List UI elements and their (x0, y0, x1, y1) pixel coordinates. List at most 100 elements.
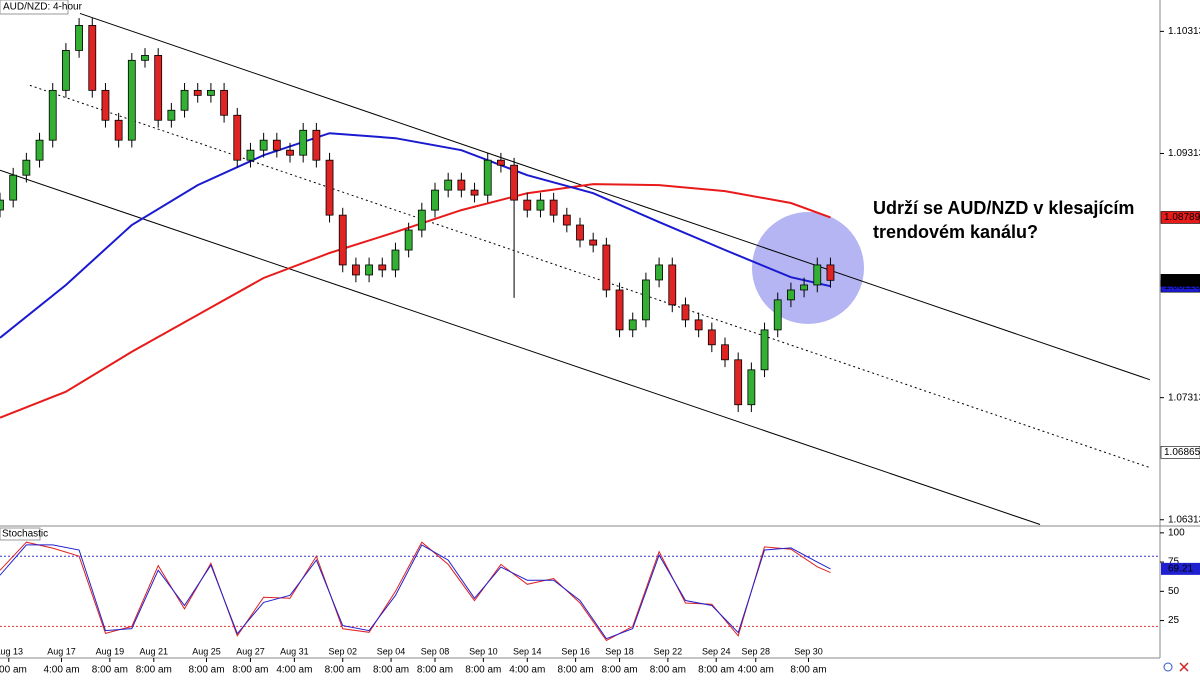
candle-body (602, 244, 611, 291)
candle-body (826, 264, 835, 281)
candle-body (75, 24, 83, 51)
candle-body (365, 264, 373, 276)
candle-body (655, 264, 663, 281)
x-tick-label-time: 4:00 am (43, 665, 79, 675)
candle-body (180, 89, 189, 111)
candle-body (127, 59, 136, 141)
y-tick-label: 1.07313 (1168, 392, 1200, 403)
chart-title: AUD/NZD: 4-hour (3, 2, 83, 13)
x-tick-label-time: 8:00 am (698, 665, 734, 675)
candle-body (114, 119, 123, 141)
candle-body (431, 189, 439, 211)
candle-body (562, 214, 571, 226)
candle-body (734, 359, 743, 406)
annotation: Udrží se AUD/NZD v klesajícím trendovém … (873, 198, 1135, 242)
candle-body (338, 214, 347, 266)
moving-average (0, 183, 831, 419)
candle-body (352, 264, 360, 276)
icon[interactable] (1163, 662, 1173, 672)
candle-body (549, 199, 558, 216)
stoch-title-box (0, 527, 41, 541)
candle-body (510, 164, 518, 201)
candle-body (470, 189, 479, 196)
y-tick-label: 1.10313 (1168, 26, 1200, 37)
x-tick-label: Sep 02 (328, 646, 357, 656)
x-tick-label-time: 8:00 am (417, 665, 453, 675)
x-tick-label-time: 8:00 am (650, 665, 686, 675)
x-tick-label: Aug 25 (192, 646, 221, 656)
icon[interactable] (1179, 662, 1189, 672)
candle-body (9, 174, 18, 201)
candle-body (101, 89, 110, 121)
y-tick-label: 1.06313 (1168, 514, 1200, 525)
candle-body (483, 159, 492, 196)
x-tick-label: Aug 27 (236, 646, 265, 656)
candle-body (207, 89, 215, 96)
value-box-label: 69.21 (1168, 564, 1193, 575)
price-label-box (1160, 274, 1200, 287)
candle-body (35, 139, 44, 161)
candle-body (193, 89, 202, 96)
candle-body (773, 299, 782, 331)
x-tick-label: Aug 31 (280, 646, 309, 656)
candle-body (378, 264, 387, 271)
value-box (1161, 562, 1200, 575)
x-tick-label: Aug 13 (0, 646, 23, 656)
y-tick-label: 100 (1168, 527, 1185, 538)
x-tick-label-time: 8:00 am (136, 665, 172, 675)
x-tick-label-time: 8:00 am (558, 665, 594, 675)
price-label-box (1160, 446, 1200, 459)
candle-body (220, 89, 228, 116)
candle-body (707, 329, 716, 346)
x-tick-label: Aug 17 (47, 646, 76, 656)
candle-body (391, 249, 400, 271)
candle-body (760, 329, 769, 371)
candle-body (668, 264, 677, 306)
trendline (79, 12, 1151, 381)
candle-body (272, 139, 281, 151)
stoch-line (0, 544, 831, 640)
candle-body (523, 199, 532, 211)
candle-body (813, 264, 822, 286)
x-tick-label-time: 4:00 am (509, 665, 545, 675)
candle-body (141, 55, 149, 61)
x-tick-label: Aug 21 (140, 646, 169, 656)
x-tick-label: Sep 14 (513, 646, 542, 656)
x-tick-label-time: 8:00 am (790, 665, 826, 675)
x-tick-label-time: 8:00 am (601, 665, 637, 675)
x-tick-label-time: 4:00 am (276, 665, 312, 675)
x-tick-label: Sep 18 (605, 646, 634, 656)
price-label: 1.06865 (1164, 447, 1200, 458)
candle-body (497, 159, 505, 166)
y-tick-label: 25 (1168, 615, 1180, 626)
candle-body (721, 344, 729, 361)
candle-body (167, 109, 176, 121)
candle-body (404, 229, 413, 251)
trendline (29, 84, 1151, 469)
x-tick-label-time: 4:00 am (738, 665, 774, 675)
candle-body (787, 289, 795, 301)
x-tick-label-time: 8:00 am (373, 665, 409, 675)
candle-body (62, 50, 70, 91)
x-tick-label-time: 4:00 am (0, 665, 27, 675)
candle-body (299, 129, 308, 156)
x-tick-label: Aug 19 (96, 646, 125, 656)
candle-body (325, 159, 334, 216)
x-tick-label: Sep 10 (469, 646, 498, 656)
candle-body (154, 55, 163, 121)
x-tick-label-time: 8:00 am (232, 665, 268, 675)
candle-body (589, 239, 598, 246)
candle-body (417, 209, 426, 231)
x-tick-label: Sep 04 (377, 646, 406, 656)
plot-layer: 1.10313 1.09313 1.07313 1.06313 1.06865 1.087… (0, 12, 1200, 676)
price-label: 1.08274 (1164, 275, 1200, 286)
x-tick-label: Sep 08 (421, 646, 450, 656)
candle-body (0, 199, 4, 211)
candle-body (246, 149, 255, 161)
moving-average (0, 132, 831, 339)
x-tick-label-time: 8:00 am (188, 665, 224, 675)
candle-body (800, 284, 808, 291)
candle-body (233, 114, 242, 161)
corner-icons (1163, 662, 1189, 672)
x-tick-label-time: 8:00 am (92, 665, 128, 675)
